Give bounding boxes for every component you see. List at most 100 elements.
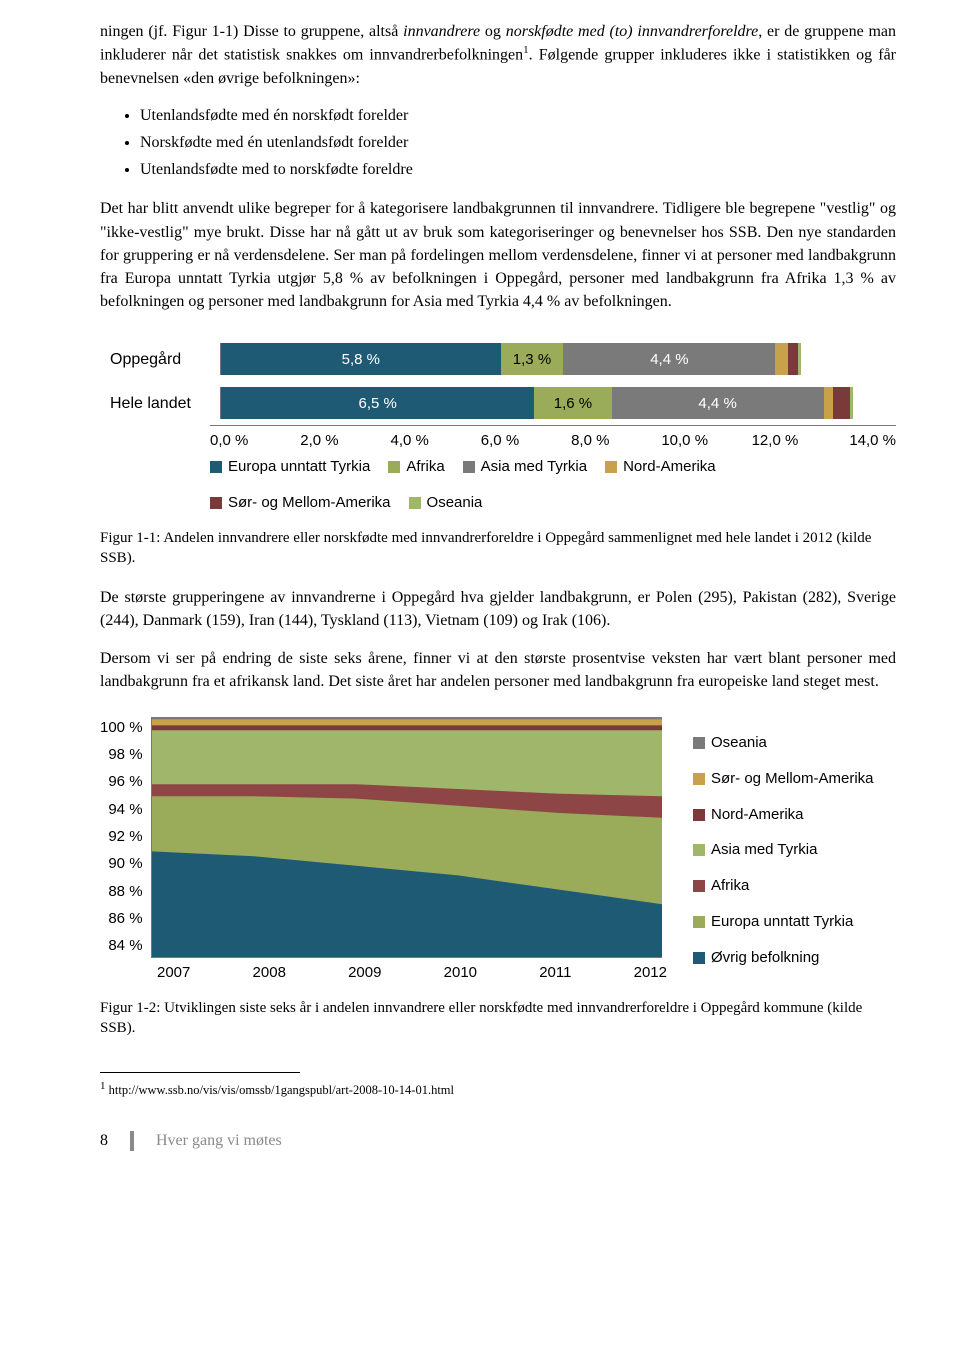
chart-2-xtick: 2010 xyxy=(444,962,477,984)
chart-1-segment xyxy=(824,387,834,419)
legend-item: Afrika xyxy=(693,875,874,897)
chart-2-ytick: 84 % xyxy=(100,935,143,957)
chart-1-segment xyxy=(798,343,800,375)
legend-item: Europa unntatt Tyrkia xyxy=(693,911,874,933)
chart-1-xtick: 8,0 % xyxy=(571,430,661,452)
legend-swatch-icon xyxy=(463,461,475,473)
paragraph-4: Dersom vi ser på endring de siste seks å… xyxy=(100,647,896,693)
legend-swatch-icon xyxy=(605,461,617,473)
chart-1-xtick: 6,0 % xyxy=(481,430,571,452)
legend-swatch-icon xyxy=(210,497,222,509)
chart-2-ytick: 86 % xyxy=(100,908,143,930)
chart-1-row: Hele landet6,5 %1,6 %4,4 % xyxy=(100,381,896,425)
chart-1-xtick: 2,0 % xyxy=(300,430,390,452)
legend-swatch-icon xyxy=(210,461,222,473)
chart-1-segment xyxy=(775,343,787,375)
footer-divider-icon xyxy=(130,1131,134,1151)
chart-2-xtick: 2008 xyxy=(253,962,286,984)
footer-title: Hver gang vi møtes xyxy=(156,1129,282,1152)
chart-2-ytick: 92 % xyxy=(100,826,143,848)
legend-swatch-icon xyxy=(693,952,705,964)
chart-1-segment xyxy=(850,387,852,419)
legend-swatch-icon xyxy=(693,844,705,856)
legend-label: Sør- og Mellom-Amerika xyxy=(228,492,391,514)
figure-1-caption: Figur 1-1: Andelen innvandrere eller nor… xyxy=(100,528,896,569)
chart-1-segment: 4,4 % xyxy=(612,387,824,419)
chart-2-ytick: 88 % xyxy=(100,881,143,903)
legend-item: Sør- og Mellom-Amerika xyxy=(210,492,391,514)
paragraph-1: ningen (jf. Figur 1-1) Disse to gruppene… xyxy=(100,20,896,90)
figure-2-caption: Figur 1-2: Utviklingen siste seks år i a… xyxy=(100,998,896,1039)
legend-item: Asia med Tyrkia xyxy=(693,839,874,861)
chart-2-y-axis: 100 % 98 % 96 % 94 % 92 % 90 % 88 % 86 % 84 % xyxy=(100,717,151,957)
page-number: 8 xyxy=(100,1129,108,1152)
footnote-text: http://www.ssb.no/vis/vis/omssb/1gangspu… xyxy=(106,1083,455,1097)
paragraph-2: Det har blitt anvendt ulike begreper for… xyxy=(100,197,896,313)
legend-swatch-icon xyxy=(388,461,400,473)
legend-label: Asia med Tyrkia xyxy=(711,839,817,861)
chart-1-category-label: Oppegård xyxy=(100,348,220,371)
chart-2-xtick: 2007 xyxy=(157,962,190,984)
chart-2-legend: OseaniaSør- og Mellom-AmerikaNord-Amerik… xyxy=(693,717,874,984)
chart-1-segment: 5,8 % xyxy=(221,343,501,375)
italic-text: norskfødte med (to) innvandrerforeldre xyxy=(506,23,759,40)
chart-1-category-label: Hele landet xyxy=(100,392,220,415)
text: ningen (jf. Figur 1-1) Disse to gruppene… xyxy=(100,23,403,40)
paragraph-3: De største grupperingene av innvandrerne… xyxy=(100,586,896,632)
list-item: Utenlandsfødte med to norskfødte foreldr… xyxy=(140,158,896,181)
legend-label: Europa unntatt Tyrkia xyxy=(228,456,370,478)
legend-item: Sør- og Mellom-Amerika xyxy=(693,768,874,790)
legend-swatch-icon xyxy=(693,737,705,749)
chart-1-legend: Europa unntatt Tyrkia Afrika Asia med Tyrk… xyxy=(210,456,896,514)
chart-1-segment: 4,4 % xyxy=(563,343,775,375)
footnote-1: 1 http://www.ssb.no/vis/vis/omssb/1gangs… xyxy=(100,1079,896,1099)
legend-item: Afrika xyxy=(388,456,444,478)
chart-1-xtick: 4,0 % xyxy=(391,430,481,452)
chart-1-x-axis: 0,0 %2,0 %4,0 %6,0 %8,0 %10,0 %12,0 %14,… xyxy=(210,425,896,452)
legend-label: Europa unntatt Tyrkia xyxy=(711,911,853,933)
chart-2-ytick: 98 % xyxy=(100,744,143,766)
chart-1-xtick: 12,0 % xyxy=(752,430,842,452)
legend-label: Oseania xyxy=(711,732,767,754)
legend-label: Øvrig befolkning xyxy=(711,947,819,969)
legend-item: Asia med Tyrkia xyxy=(463,456,587,478)
page-footer: 8 Hver gang vi møtes xyxy=(100,1129,896,1152)
chart-1-segment xyxy=(788,343,799,375)
legend-label: Afrika xyxy=(711,875,749,897)
legend-swatch-icon xyxy=(693,773,705,785)
legend-item: Europa unntatt Tyrkia xyxy=(210,456,370,478)
footnote-rule xyxy=(100,1072,300,1073)
chart-2-ytick: 96 % xyxy=(100,771,143,793)
legend-swatch-icon xyxy=(693,916,705,928)
legend-item: Nord-Amerika xyxy=(605,456,716,478)
text: og xyxy=(480,23,506,40)
chart-2-xtick: 2009 xyxy=(348,962,381,984)
chart-2-xtick: 2012 xyxy=(634,962,667,984)
chart-1-stacked-bar: Oppegård5,8 %1,3 %4,4 %Hele landet6,5 %1… xyxy=(100,337,896,513)
legend-label: Afrika xyxy=(406,456,444,478)
legend-label: Sør- og Mellom-Amerika xyxy=(711,768,874,790)
legend-swatch-icon xyxy=(693,880,705,892)
chart-1-segment: 1,3 % xyxy=(501,343,564,375)
chart-1-xtick: 10,0 % xyxy=(661,430,751,452)
list-item: Utenlandsfødte med én norskfødt forelder xyxy=(140,104,896,127)
chart-1-row: Oppegård5,8 %1,3 %4,4 % xyxy=(100,337,896,381)
legend-swatch-icon xyxy=(409,497,421,509)
chart-2-ytick: 94 % xyxy=(100,799,143,821)
legend-label: Oseania xyxy=(427,492,483,514)
legend-label: Asia med Tyrkia xyxy=(481,456,587,478)
list-item: Norskfødte med én utenlandsfødt forelder xyxy=(140,131,896,154)
chart-2-plot xyxy=(151,717,662,958)
chart-1-xtick: 0,0 % xyxy=(210,430,300,452)
chart-2-xtick: 2011 xyxy=(539,962,571,984)
chart-1-segment xyxy=(833,387,850,419)
legend-item: Oseania xyxy=(693,732,874,754)
bullet-list: Utenlandsfødte med én norskfødt forelder… xyxy=(140,104,896,182)
chart-2-ytick: 90 % xyxy=(100,853,143,875)
legend-item: Oseania xyxy=(409,492,483,514)
chart-2-stacked-area: 100 % 98 % 96 % 94 % 92 % 90 % 88 % 86 % 84 % 20… xyxy=(100,717,896,984)
chart-2-ytick: 100 % xyxy=(100,717,143,739)
chart-2-x-axis: 2007 2008 2009 2010 2011 2012 xyxy=(157,958,667,984)
legend-item: Øvrig befolkning xyxy=(693,947,874,969)
chart-1-segment: 6,5 % xyxy=(221,387,534,419)
